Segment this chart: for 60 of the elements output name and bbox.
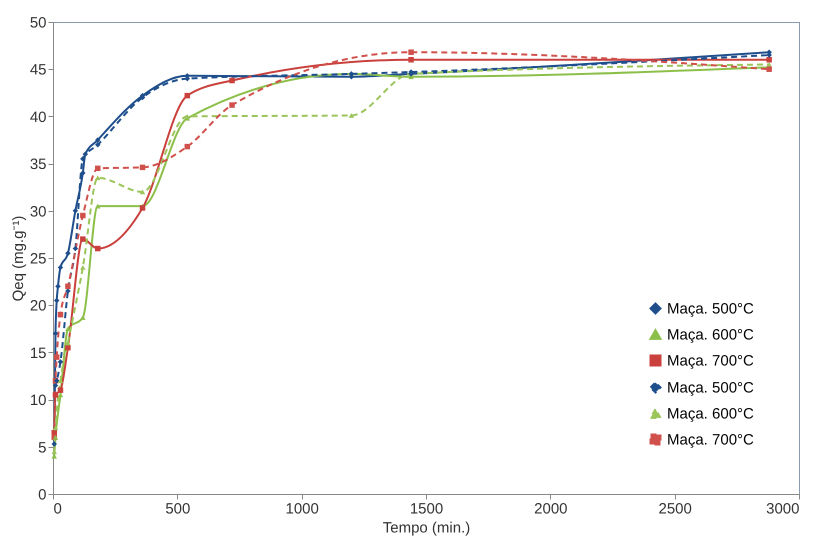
- point: [184, 144, 190, 150]
- point: [80, 156, 86, 162]
- x-tick-label: 1000: [285, 500, 319, 518]
- x-tick-label: 0: [54, 500, 62, 518]
- point: [80, 236, 86, 242]
- legend-label: Maça. 500°C: [667, 380, 754, 396]
- point: [80, 315, 86, 320]
- point: [95, 175, 100, 180]
- point: [65, 326, 71, 332]
- point: [766, 57, 772, 62]
- legend-label: Maça. 700°C: [667, 352, 754, 370]
- point: [54, 354, 60, 360]
- point: [348, 113, 354, 118]
- y-tick-label: 25: [30, 250, 46, 268]
- point: [95, 246, 100, 252]
- point: [65, 344, 71, 350]
- legend-label: Maça. 700°C: [667, 432, 754, 448]
- x-axis-title: Tempo (min.): [382, 520, 470, 536]
- point: [58, 312, 64, 318]
- point: [52, 392, 58, 398]
- point: [80, 212, 86, 218]
- y-tick-label: 30: [30, 203, 46, 220]
- point: [408, 49, 414, 55]
- y-tick-label: 5: [38, 439, 46, 456]
- y-tick-label: 20: [30, 298, 46, 315]
- legend-label: Maça. 600°C: [667, 406, 754, 422]
- point: [95, 166, 100, 172]
- point: [140, 190, 146, 194]
- y-tick-label: 35: [30, 156, 46, 174]
- point: [184, 92, 190, 98]
- point: [80, 265, 86, 270]
- y-tick-label: 0: [38, 486, 46, 504]
- point: [95, 142, 100, 148]
- x-tick-label: 3000: [766, 500, 800, 518]
- point: [52, 426, 58, 430]
- point: [58, 387, 64, 393]
- x-tick-label: 2500: [658, 500, 692, 518]
- point: [82, 151, 88, 157]
- point: [229, 78, 235, 84]
- point: [52, 441, 57, 447]
- point: [52, 382, 58, 388]
- x-tick-label: 2000: [534, 500, 568, 518]
- point: [65, 250, 71, 256]
- legend-label: Maça. 500°C: [667, 300, 754, 318]
- x-tick-label: 500: [165, 500, 190, 518]
- y-axis-title: Qeq (mg.g⁻¹): [10, 216, 27, 302]
- point: [229, 102, 235, 108]
- x-tick-label: 1500: [410, 500, 444, 518]
- y-tick-label: 45: [30, 62, 46, 79]
- point: [140, 164, 146, 170]
- y-tick-label: 50: [30, 14, 46, 32]
- y-tick-label: 15: [30, 344, 46, 362]
- point: [95, 204, 100, 208]
- legend-label: Maça. 600°C: [667, 326, 754, 344]
- point: [408, 57, 414, 62]
- y-tick-label: 40: [30, 108, 46, 126]
- point: [65, 284, 71, 290]
- point: [140, 205, 146, 211]
- point: [72, 246, 78, 252]
- y-tick-label: 10: [30, 392, 46, 410]
